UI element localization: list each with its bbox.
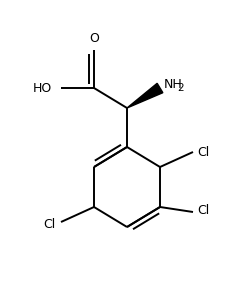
Text: O: O bbox=[89, 31, 99, 44]
Text: Cl: Cl bbox=[197, 146, 209, 158]
Text: Cl: Cl bbox=[43, 218, 55, 231]
Text: Cl: Cl bbox=[197, 204, 209, 216]
Text: HO: HO bbox=[33, 81, 52, 94]
Text: 2: 2 bbox=[177, 83, 184, 93]
Text: NH: NH bbox=[164, 78, 183, 91]
Polygon shape bbox=[127, 83, 163, 108]
